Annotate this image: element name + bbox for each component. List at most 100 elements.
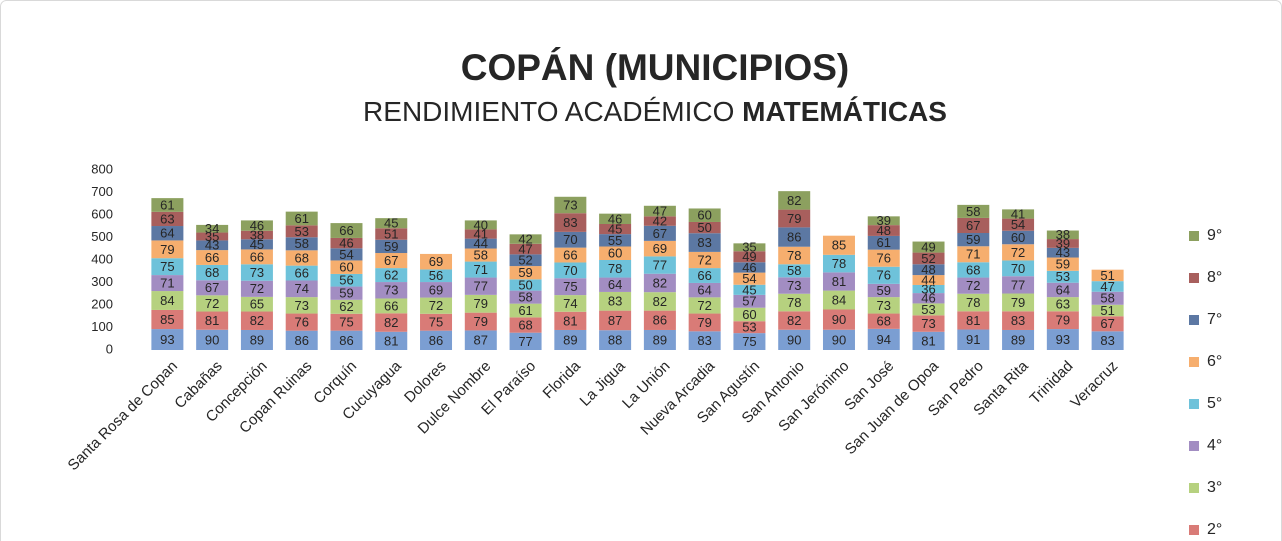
data-label: 61 bbox=[877, 235, 891, 250]
bar-segment bbox=[196, 240, 229, 251]
bar-segment bbox=[733, 243, 766, 252]
data-label: 75 bbox=[742, 334, 756, 349]
data-label: 56 bbox=[339, 273, 353, 288]
bar-segment bbox=[912, 241, 945, 253]
data-label: 93 bbox=[160, 332, 174, 347]
data-label: 73 bbox=[921, 316, 935, 331]
legend-swatch bbox=[1189, 273, 1199, 283]
bar-segment bbox=[867, 266, 900, 284]
bar-segment bbox=[554, 247, 587, 263]
bar-segment bbox=[1091, 316, 1124, 332]
bar-segment bbox=[285, 313, 318, 331]
data-label: 89 bbox=[250, 332, 264, 347]
bar-segment bbox=[1046, 282, 1079, 298]
bar-segment bbox=[688, 331, 721, 350]
bar-segment bbox=[285, 330, 318, 350]
bar-segment bbox=[822, 235, 855, 255]
data-label: 46 bbox=[608, 211, 622, 226]
bar-segment bbox=[375, 282, 408, 299]
data-label: 89 bbox=[563, 332, 577, 347]
bar-segment bbox=[733, 284, 766, 295]
data-label: 70 bbox=[1011, 261, 1025, 276]
data-label: 82 bbox=[653, 294, 667, 309]
bar-segment bbox=[1046, 270, 1079, 283]
data-label: 73 bbox=[877, 298, 891, 313]
bar-segment bbox=[957, 217, 990, 233]
data-label: 62 bbox=[384, 268, 398, 283]
bar-segment bbox=[554, 213, 587, 232]
bar-segment bbox=[240, 249, 273, 265]
bar-segment bbox=[464, 248, 497, 262]
bar-segment bbox=[240, 311, 273, 330]
data-label: 77 bbox=[1011, 277, 1025, 292]
data-label: 59 bbox=[877, 283, 891, 298]
subtitle-bold: MATEMÁTICAS bbox=[742, 96, 947, 127]
bar-segment bbox=[509, 279, 542, 291]
bar-segment bbox=[554, 311, 587, 330]
data-label: 73 bbox=[384, 283, 398, 298]
data-label: 81 bbox=[563, 313, 577, 328]
data-label: 75 bbox=[160, 259, 174, 274]
bar-segment bbox=[599, 277, 632, 292]
data-label: 54 bbox=[742, 271, 756, 286]
bar-segment bbox=[1091, 269, 1124, 282]
bar-segment bbox=[912, 315, 945, 332]
bar-segment bbox=[151, 329, 184, 350]
bar-segment bbox=[554, 262, 587, 279]
y-tick-label: 0 bbox=[106, 341, 113, 356]
data-label: 50 bbox=[518, 277, 532, 292]
data-label: 71 bbox=[160, 276, 174, 291]
data-label: 44 bbox=[921, 272, 935, 287]
bar-segment bbox=[464, 277, 497, 295]
data-label: 58 bbox=[294, 236, 308, 251]
bar-segment bbox=[240, 296, 273, 312]
data-label: 79 bbox=[474, 314, 488, 329]
bar-segment bbox=[1046, 239, 1079, 248]
data-label: 78 bbox=[787, 295, 801, 310]
data-label: 77 bbox=[518, 334, 532, 349]
bar-segment bbox=[599, 246, 632, 260]
legend-swatch bbox=[1189, 441, 1199, 451]
bar-segment bbox=[957, 204, 990, 218]
bar-segment bbox=[867, 328, 900, 350]
bar-segment bbox=[330, 299, 363, 314]
data-label: 69 bbox=[429, 254, 443, 269]
data-label: 59 bbox=[966, 232, 980, 247]
bar-segment bbox=[867, 225, 900, 236]
bar-segment bbox=[957, 311, 990, 330]
bar-segment bbox=[912, 331, 945, 350]
data-label: 87 bbox=[474, 333, 488, 348]
data-label: 42 bbox=[653, 214, 667, 229]
bar-segment bbox=[1002, 329, 1035, 350]
data-label: 84 bbox=[832, 292, 846, 307]
bar-segment bbox=[599, 213, 632, 224]
data-label: 83 bbox=[563, 215, 577, 230]
data-label: 57 bbox=[742, 294, 756, 309]
data-label: 90 bbox=[832, 312, 846, 327]
bar-segment bbox=[330, 223, 363, 238]
data-label: 58 bbox=[787, 263, 801, 278]
data-label: 78 bbox=[608, 261, 622, 276]
bar-segment bbox=[778, 277, 811, 294]
data-label: 76 bbox=[877, 251, 891, 266]
data-label: 74 bbox=[563, 296, 577, 311]
data-label: 81 bbox=[832, 274, 846, 289]
data-label: 38 bbox=[1056, 227, 1070, 242]
data-label: 56 bbox=[429, 268, 443, 283]
bar-segment bbox=[285, 297, 318, 314]
y-tick-label: 600 bbox=[91, 206, 113, 221]
data-label: 81 bbox=[384, 333, 398, 348]
bar-segment bbox=[1046, 329, 1079, 350]
data-label: 78 bbox=[787, 248, 801, 263]
y-tick-label: 300 bbox=[91, 274, 113, 289]
data-label: 63 bbox=[160, 211, 174, 226]
data-label: 79 bbox=[787, 211, 801, 226]
data-label: 39 bbox=[1056, 236, 1070, 251]
bar-segment bbox=[957, 246, 990, 263]
data-label: 67 bbox=[1100, 316, 1114, 331]
bar-segment bbox=[151, 309, 184, 330]
data-label: 58 bbox=[1100, 291, 1114, 306]
data-label: 93 bbox=[1056, 332, 1070, 347]
bar-segment bbox=[733, 272, 766, 285]
data-label: 89 bbox=[1011, 332, 1025, 347]
